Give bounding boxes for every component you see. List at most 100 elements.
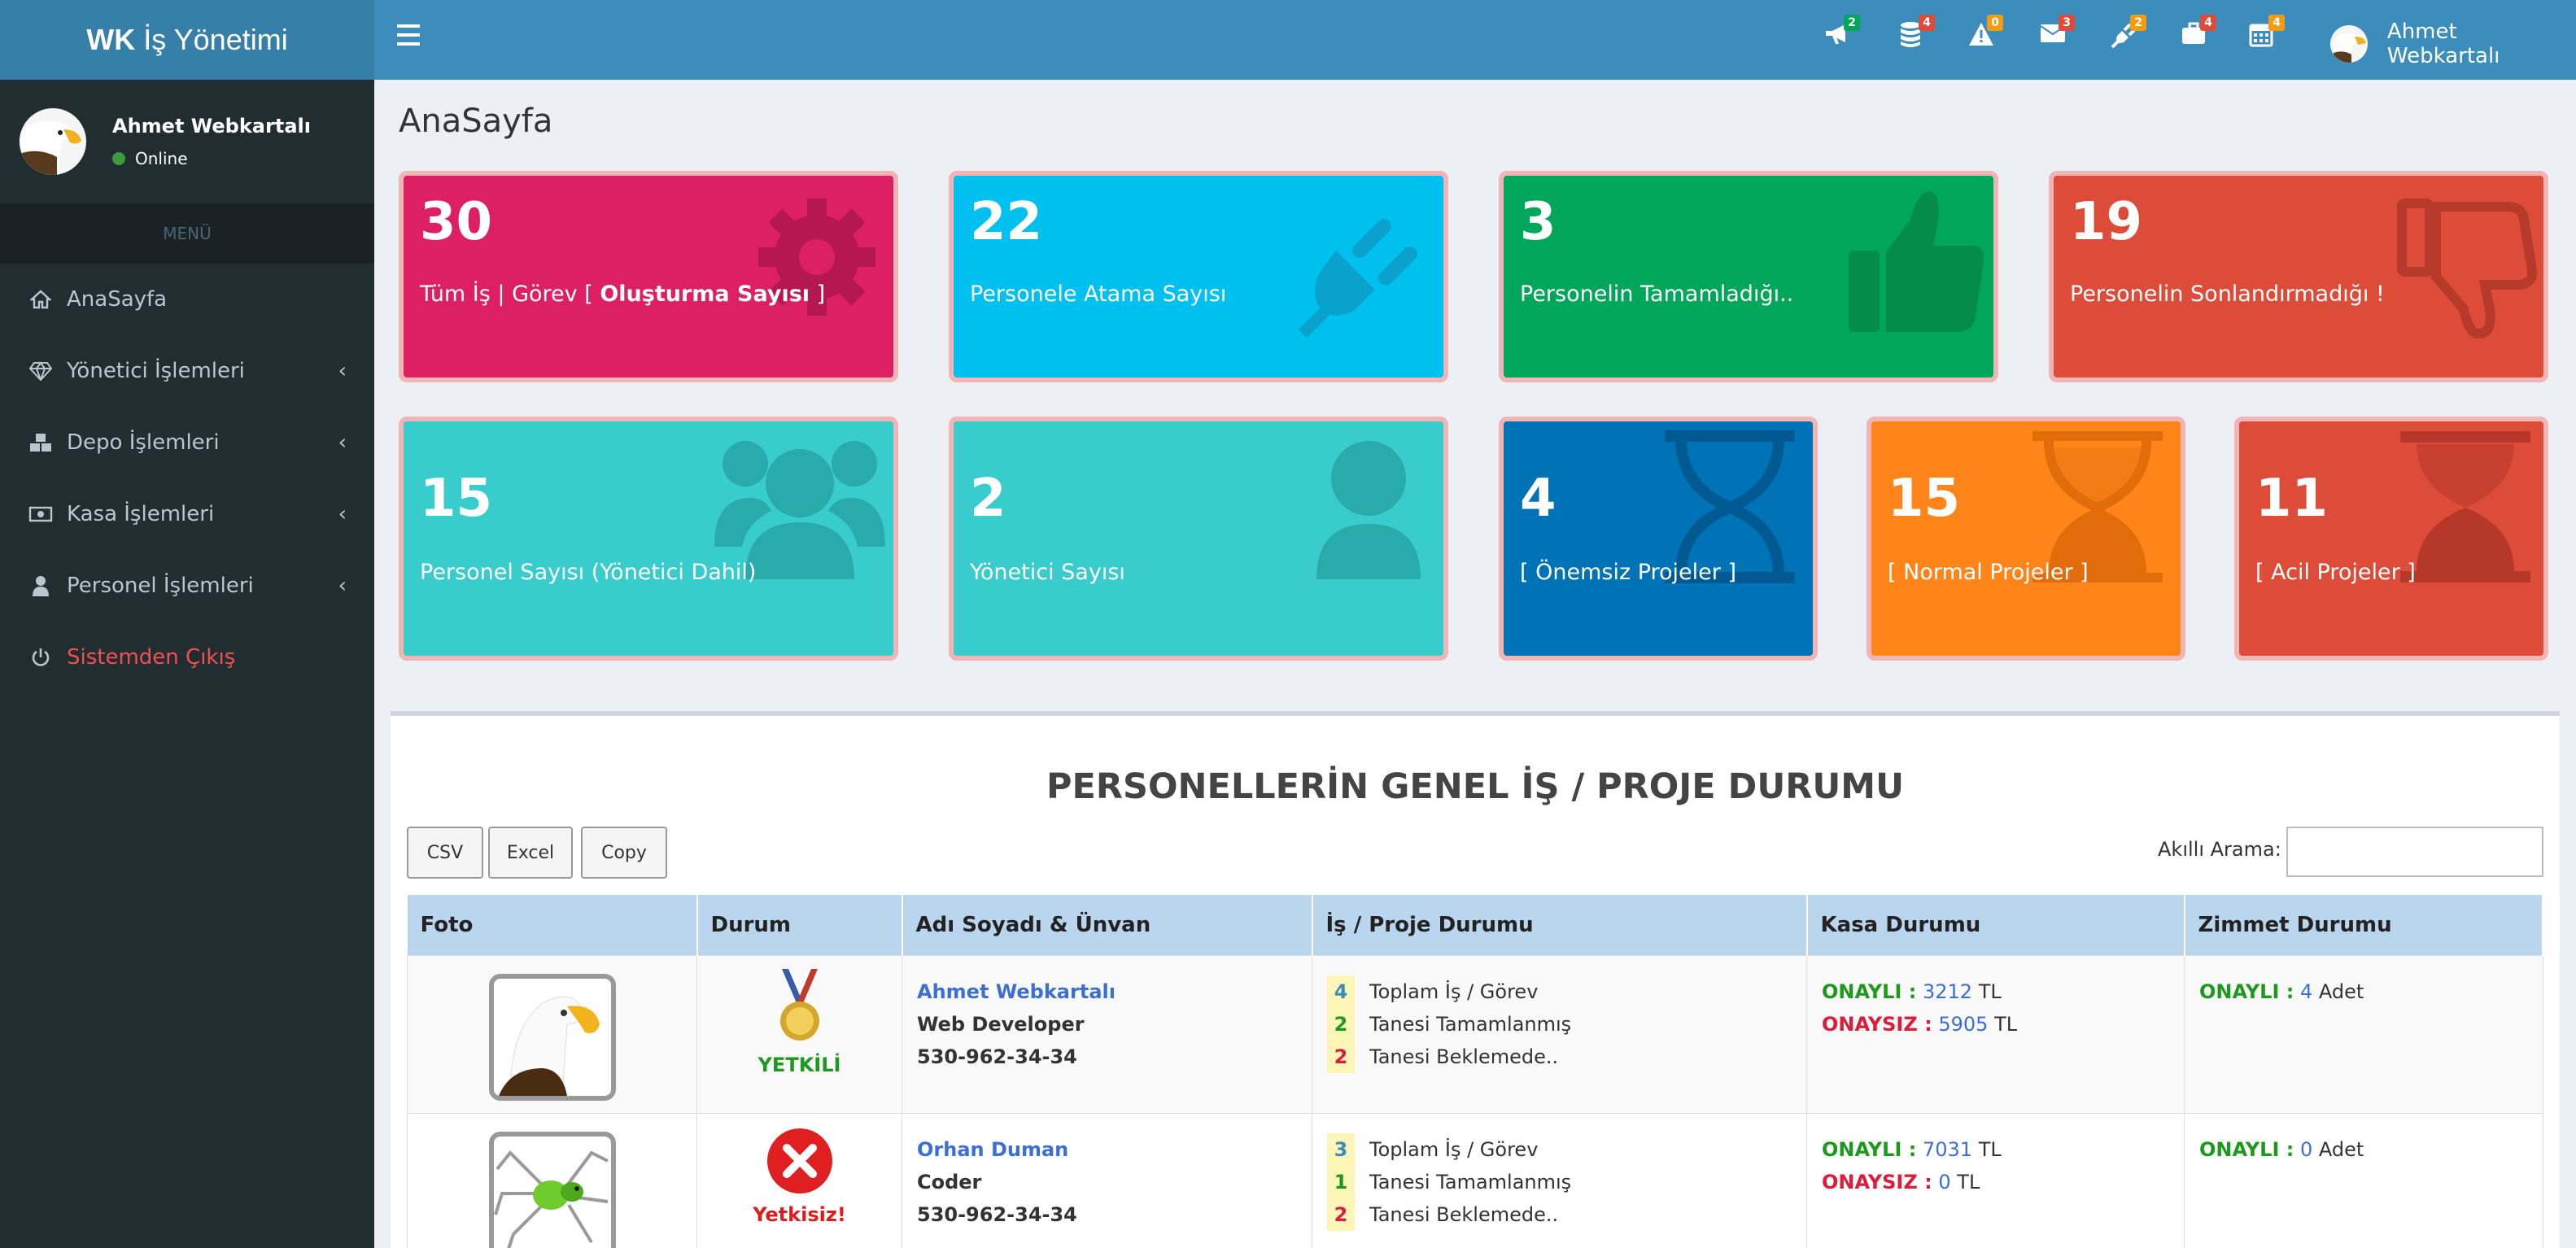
stat-box-normal-priority[interactable]: 15 [ Normal Projeler ] bbox=[1867, 417, 2185, 661]
notification-warning[interactable]: 0 bbox=[1967, 15, 2003, 57]
copy-button[interactable]: Copy bbox=[581, 827, 667, 879]
photo-cell bbox=[407, 954, 697, 1114]
zimmet-count: ONAYLI : 0 Adet bbox=[2199, 1137, 2364, 1161]
personnel-status-panel: PERSONELLERİN GENEL İŞ / PROJE DURUMU CS… bbox=[391, 711, 2560, 1248]
project-cell: 4 Toplam İş / Görev 2 Tanesi Tamamlanmış 2… bbox=[1312, 954, 1807, 1114]
users-icon bbox=[714, 441, 885, 579]
menu-header: MENÜ bbox=[0, 203, 374, 264]
table-row[interactable]: YETKİLİ Ahmet Webkartalı Web Developer 5… bbox=[407, 954, 2543, 1114]
sidebar-item-label: Personel İşlemleri bbox=[67, 574, 254, 598]
search-input[interactable] bbox=[2286, 827, 2543, 877]
power-icon bbox=[28, 644, 54, 670]
col-header-name[interactable]: Adı Soyadı & Ünvan bbox=[902, 895, 1313, 955]
approved-amount: ONAYLI : 7031 TL bbox=[1822, 1137, 2002, 1161]
panel-title: PERSONELLERİN GENEL İŞ / PROJE DURUMU bbox=[1046, 766, 1904, 807]
plug-icon bbox=[1298, 219, 1417, 338]
top-user-menu[interactable]: Ahmet Webkartalı bbox=[2330, 20, 2576, 68]
stat-value: 15 bbox=[420, 469, 493, 529]
notification-badge: 0 bbox=[1987, 15, 2003, 31]
photo-cell bbox=[407, 1112, 697, 1248]
notification-calendar[interactable]: 4 bbox=[2249, 15, 2285, 57]
stat-value: 15 bbox=[1888, 469, 1961, 529]
notification-briefcase[interactable]: 4 bbox=[2181, 15, 2216, 57]
stat-value: 3 bbox=[1520, 192, 1557, 252]
user-icon bbox=[28, 573, 54, 599]
briefcase-icon bbox=[2182, 22, 2205, 44]
hamburger-menu-icon[interactable] bbox=[397, 24, 420, 49]
kasa-cell: ONAYLI : 7031 TL ONAYSIZ : 0 TL bbox=[1806, 1112, 2185, 1248]
sidebar-item-personel[interactable]: Personel İşlemleri ‹ bbox=[0, 550, 374, 622]
stat-label: Personel Sayısı (Yönetici Dahil) bbox=[420, 560, 757, 585]
stat-box-managers[interactable]: 2 Yönetici Sayısı bbox=[949, 417, 1448, 661]
stat-label: Personele Atama Sayısı bbox=[970, 281, 1227, 307]
sidebar-item-yonetici[interactable]: Yönetici İşlemleri ‹ bbox=[0, 335, 374, 407]
excel-button[interactable]: Excel bbox=[488, 827, 573, 879]
avatar bbox=[20, 108, 86, 175]
person-name-link[interactable]: Ahmet Webkartalı bbox=[917, 980, 1116, 1003]
notification-database[interactable]: 4 bbox=[1899, 15, 1935, 57]
sidebar-item-anasayfa[interactable]: AnaSayfa bbox=[0, 264, 374, 335]
brand-logo[interactable]: WK İş Yönetimi bbox=[0, 0, 374, 80]
zimmet-cell: ONAYLI : 4 Adet bbox=[2184, 954, 2543, 1114]
chevron-left-icon: ‹ bbox=[338, 574, 347, 598]
col-header-foto[interactable]: Foto bbox=[407, 895, 698, 955]
stat-box-unfinished[interactable]: 19 Personelin Sonlandırmadığı ! bbox=[2049, 171, 2548, 382]
stat-value: 19 bbox=[2070, 192, 2143, 252]
sidebar: WK İş Yönetimi Ahmet Webkartalı Online M… bbox=[0, 0, 374, 1248]
thumbs-down-icon bbox=[2397, 199, 2538, 339]
top-user-name: Ahmet Webkartalı bbox=[2386, 20, 2500, 68]
top-navbar: 2 4 0 3 2 4 4 Ahmet Webkartalı bbox=[374, 0, 2576, 80]
person-phone: 530-962-34-34 bbox=[917, 1202, 1077, 1226]
stat-value: 4 bbox=[1520, 469, 1557, 529]
notification-envelope[interactable]: 3 bbox=[2039, 15, 2075, 57]
sidebar-item-exit[interactable]: Sistemden Çıkış bbox=[0, 622, 374, 693]
sidebar-item-label: Sistemden Çıkış bbox=[67, 645, 236, 670]
online-status: Online bbox=[112, 149, 311, 168]
home-icon bbox=[28, 286, 54, 312]
status-label: Yetkisiz! bbox=[753, 1202, 846, 1226]
medal-icon bbox=[779, 967, 819, 1041]
stat-box-personnel[interactable]: 15 Personel Sayısı (Yönetici Dahil) bbox=[399, 417, 898, 661]
stat-label: [ Normal Projeler ] bbox=[1888, 560, 2089, 585]
stat-box-low-priority[interactable]: 4 [ Önemsiz Projeler ] bbox=[1499, 417, 1818, 661]
page-title: AnaSayfa bbox=[399, 103, 553, 140]
sidebar-item-kasa[interactable]: Kasa İşlemleri ‹ bbox=[0, 478, 374, 550]
zimmet-count: ONAYLI : 4 Adet bbox=[2199, 980, 2364, 1003]
sidebar-item-label: AnaSayfa bbox=[67, 287, 168, 312]
stat-box-completed[interactable]: 3 Personelin Tamamladığı.. bbox=[1499, 171, 1998, 382]
personnel-table: Foto Durum Adı Soyadı & Ünvan İş / Proje… bbox=[407, 895, 2543, 1248]
stat-label: Tüm İş | Görev [ Oluşturma Sayısı ] bbox=[420, 281, 826, 307]
plug-icon bbox=[2111, 23, 2137, 49]
csv-button[interactable]: CSV bbox=[407, 827, 483, 879]
search-label: Akıllı Arama: bbox=[2158, 838, 2281, 861]
status-label: Online bbox=[135, 149, 188, 168]
sidebar-item-label: Yönetici İşlemleri bbox=[67, 359, 245, 383]
stat-box-urgent[interactable]: 11 [ Acil Projeler ] bbox=[2234, 417, 2548, 661]
status-label: YETKİLİ bbox=[758, 1053, 841, 1076]
person-name-link[interactable]: Orhan Duman bbox=[917, 1137, 1069, 1161]
stat-box-assignments[interactable]: 22 Personele Atama Sayısı bbox=[949, 171, 1448, 382]
calendar-icon bbox=[2249, 24, 2273, 47]
col-header-zimmet[interactable]: Zimmet Durumu bbox=[2184, 895, 2543, 955]
sidebar-item-depo[interactable]: Depo İşlemleri ‹ bbox=[0, 407, 374, 478]
col-header-project[interactable]: İş / Proje Durumu bbox=[1312, 895, 1808, 955]
cubes-icon bbox=[28, 430, 54, 456]
online-dot-icon bbox=[112, 152, 125, 165]
name-cell: Orhan Duman Coder 530-962-34-34 bbox=[902, 1112, 1312, 1248]
chevron-left-icon: ‹ bbox=[338, 502, 347, 526]
stat-label: Yönetici Sayısı bbox=[970, 560, 1125, 585]
total-tasks: 3 Toplam İş / Görev bbox=[1327, 1132, 1806, 1166]
notification-bullhorn[interactable]: 2 bbox=[1824, 15, 1860, 57]
table-row[interactable]: Yetkisiz! Orhan Duman Coder 530-962-34-3… bbox=[407, 1112, 2543, 1248]
stat-label: [ Acil Projeler ] bbox=[2255, 560, 2416, 585]
person-title: Web Developer bbox=[917, 1012, 1085, 1036]
zimmet-cell: ONAYLI : 0 Adet bbox=[2184, 1112, 2543, 1248]
col-header-durum[interactable]: Durum bbox=[696, 895, 903, 955]
approved-amount: ONAYLI : 3212 TL bbox=[1822, 980, 2002, 1003]
sidebar-item-label: Kasa İşlemleri bbox=[67, 502, 215, 526]
notification-plug[interactable]: 2 bbox=[2111, 15, 2146, 57]
stat-box-total-tasks[interactable]: 30 Tüm İş | Görev [ Oluşturma Sayısı ] bbox=[399, 171, 898, 382]
user-panel: Ahmet Webkartalı Online bbox=[0, 80, 374, 203]
col-header-kasa[interactable]: Kasa Durumu bbox=[1806, 895, 2185, 955]
user-name: Ahmet Webkartalı bbox=[112, 115, 311, 137]
